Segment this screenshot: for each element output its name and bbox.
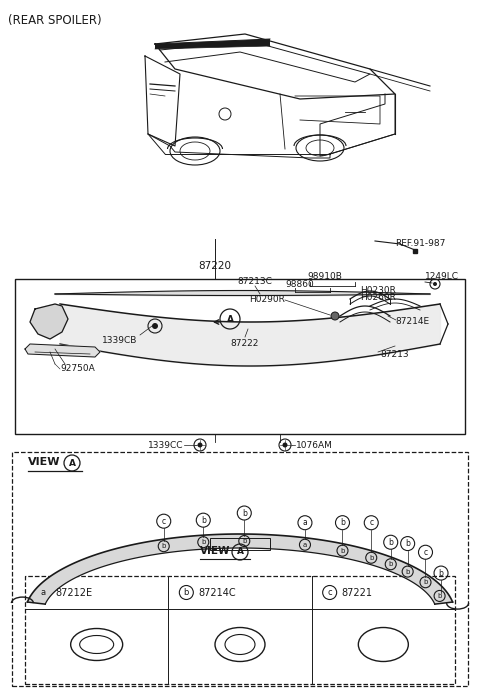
Text: b: b	[184, 588, 189, 597]
Text: b: b	[340, 518, 345, 527]
Text: a: a	[303, 542, 307, 548]
Text: 1249LC: 1249LC	[425, 272, 459, 281]
Bar	[15, 279, 465, 434]
Text: 98860: 98860	[286, 280, 314, 289]
Text: VIEW: VIEW	[28, 457, 60, 467]
Polygon shape	[155, 39, 270, 49]
Text: b: b	[388, 561, 393, 567]
Polygon shape	[25, 344, 100, 357]
Text: A: A	[69, 459, 75, 468]
Text: a: a	[302, 518, 307, 527]
Text: b: b	[437, 593, 442, 599]
Text: H0260R: H0260R	[360, 292, 396, 301]
Text: 87222: 87222	[231, 339, 259, 348]
Text: b: b	[201, 539, 205, 545]
Text: A: A	[227, 314, 233, 323]
Text: 87213C: 87213C	[238, 277, 273, 286]
Text: A: A	[237, 548, 243, 557]
Bar	[25, 576, 455, 684]
Text: c: c	[327, 588, 332, 597]
Text: b: b	[406, 568, 410, 575]
Bar	[12, 452, 468, 686]
Text: 87221: 87221	[342, 588, 372, 598]
Text: 87212E: 87212E	[55, 588, 92, 598]
Text: c: c	[423, 548, 428, 557]
Circle shape	[433, 282, 437, 286]
Text: 1339CC: 1339CC	[147, 441, 183, 450]
Text: c: c	[369, 518, 373, 527]
Text: b: b	[423, 579, 428, 585]
Text: b: b	[340, 548, 345, 554]
Text: 92750A: 92750A	[60, 364, 95, 373]
Text: b: b	[242, 538, 246, 544]
Text: b: b	[369, 555, 373, 561]
Text: 87214C: 87214C	[198, 588, 236, 598]
Text: H0230R: H0230R	[360, 285, 396, 294]
Text: REF.91-987: REF.91-987	[395, 239, 445, 248]
Text: 87220: 87220	[199, 261, 231, 271]
Circle shape	[152, 323, 158, 329]
Text: b: b	[162, 543, 166, 549]
Polygon shape	[30, 304, 68, 339]
Text: 87213: 87213	[380, 350, 408, 359]
Text: 98910B: 98910B	[308, 272, 342, 281]
Text: c: c	[162, 517, 166, 525]
Bar	[210, 538, 270, 550]
Text: b: b	[388, 538, 393, 547]
Text: b: b	[242, 509, 247, 518]
Text: b: b	[405, 539, 410, 548]
Text: VIEW: VIEW	[200, 546, 230, 556]
Text: b: b	[439, 568, 444, 577]
Circle shape	[283, 443, 288, 448]
Text: b: b	[201, 516, 206, 525]
Text: H0290R: H0290R	[249, 294, 285, 303]
Polygon shape	[27, 534, 453, 604]
Circle shape	[331, 312, 339, 320]
Text: 1339CB: 1339CB	[102, 336, 138, 345]
Circle shape	[197, 443, 203, 448]
Text: (REAR SPOILER): (REAR SPOILER)	[8, 14, 102, 27]
Text: 1076AM: 1076AM	[296, 441, 333, 450]
Text: 87214E: 87214E	[395, 316, 429, 325]
Text: a: a	[40, 588, 46, 597]
